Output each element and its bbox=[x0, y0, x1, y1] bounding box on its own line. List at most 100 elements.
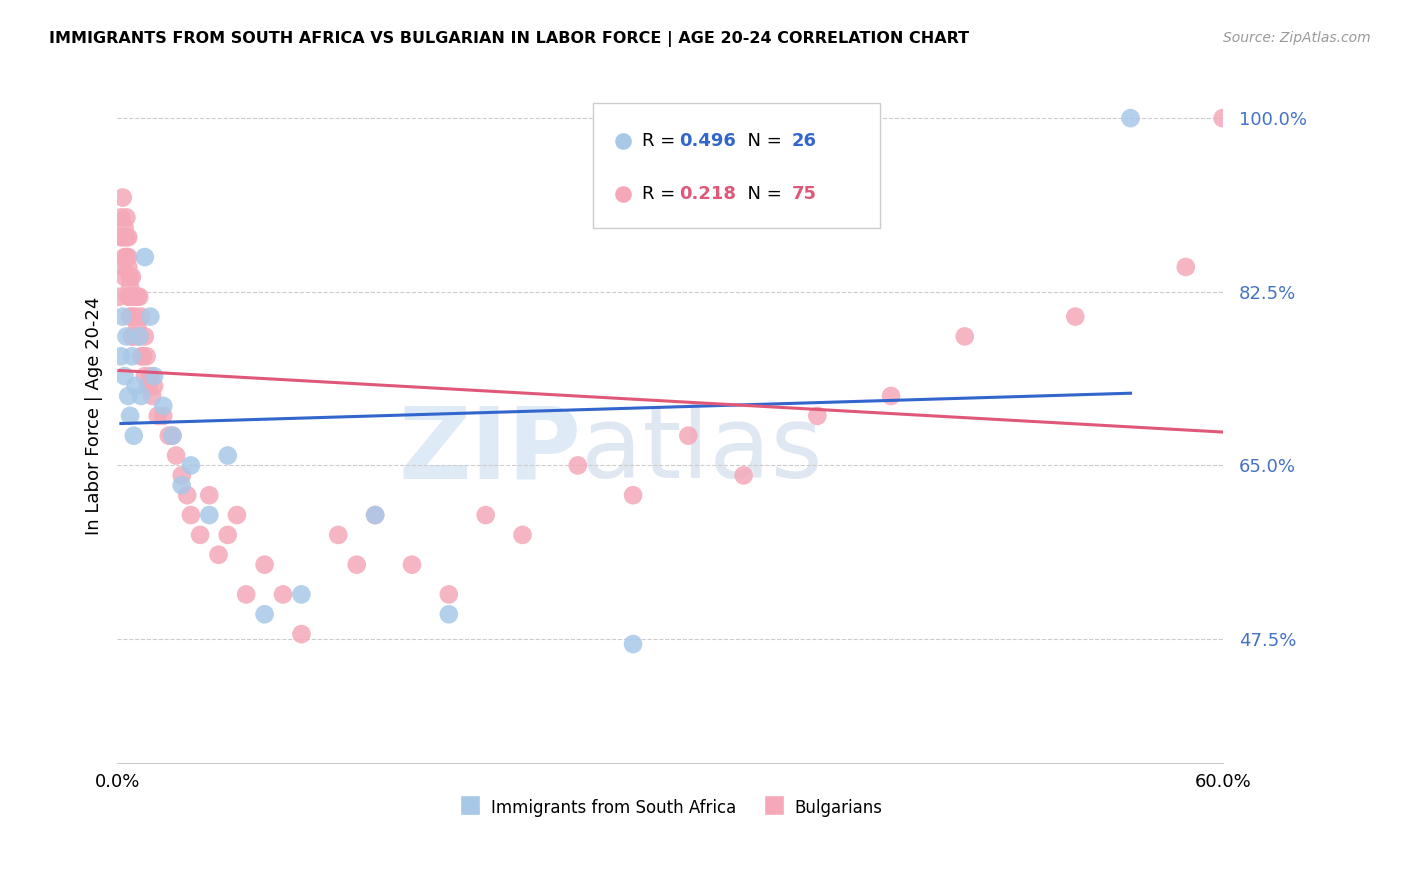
Point bbox=[170, 468, 193, 483]
Point bbox=[135, 349, 157, 363]
Point bbox=[139, 310, 162, 324]
Point bbox=[188, 528, 211, 542]
Point bbox=[1212, 111, 1234, 125]
Point bbox=[253, 607, 276, 622]
Point bbox=[122, 329, 145, 343]
Point bbox=[437, 587, 460, 601]
Point bbox=[512, 528, 534, 542]
Point bbox=[115, 329, 138, 343]
Point bbox=[134, 369, 156, 384]
Point bbox=[1064, 310, 1087, 324]
Point bbox=[114, 250, 136, 264]
Point bbox=[733, 468, 755, 483]
Point bbox=[128, 329, 150, 343]
Point bbox=[806, 409, 828, 423]
Point bbox=[152, 409, 174, 423]
Text: R =: R = bbox=[643, 185, 682, 202]
Point bbox=[115, 250, 138, 264]
Point bbox=[170, 478, 193, 492]
Point bbox=[346, 558, 368, 572]
Point bbox=[124, 379, 146, 393]
Point bbox=[217, 449, 239, 463]
Point bbox=[290, 627, 312, 641]
Point bbox=[115, 211, 138, 225]
Point bbox=[115, 230, 138, 244]
Point bbox=[139, 369, 162, 384]
Point bbox=[180, 508, 202, 522]
Point bbox=[117, 250, 139, 264]
Point bbox=[271, 587, 294, 601]
Point bbox=[129, 389, 152, 403]
Point bbox=[157, 428, 180, 442]
Text: 75: 75 bbox=[792, 185, 817, 202]
Text: ZIP: ZIP bbox=[399, 402, 582, 499]
Point bbox=[117, 290, 139, 304]
Text: N =: N = bbox=[737, 132, 787, 151]
Point bbox=[121, 269, 143, 284]
Point bbox=[143, 379, 166, 393]
Point bbox=[1119, 111, 1142, 125]
Point bbox=[120, 310, 142, 324]
Point bbox=[121, 349, 143, 363]
Point bbox=[364, 508, 387, 522]
Text: Source: ZipAtlas.com: Source: ZipAtlas.com bbox=[1223, 31, 1371, 45]
Point bbox=[1174, 260, 1197, 274]
Point bbox=[180, 458, 202, 473]
Point bbox=[117, 260, 139, 274]
Point bbox=[437, 607, 460, 622]
Text: R =: R = bbox=[643, 132, 682, 151]
Point bbox=[146, 409, 169, 423]
Point bbox=[165, 449, 187, 463]
Point bbox=[950, 290, 973, 304]
Point bbox=[129, 310, 152, 324]
Point bbox=[134, 250, 156, 264]
Point bbox=[108, 290, 131, 304]
Point bbox=[120, 409, 142, 423]
Point bbox=[880, 389, 903, 403]
Point bbox=[128, 329, 150, 343]
Y-axis label: In Labor Force | Age 20-24: In Labor Force | Age 20-24 bbox=[86, 297, 103, 535]
Point bbox=[121, 329, 143, 343]
Point bbox=[328, 528, 350, 542]
Point bbox=[127, 290, 149, 304]
Point bbox=[128, 290, 150, 304]
Point bbox=[120, 290, 142, 304]
Legend: Immigrants from South Africa, Bulgarians: Immigrants from South Africa, Bulgarians bbox=[451, 790, 889, 824]
Text: IMMIGRANTS FROM SOUTH AFRICA VS BULGARIAN IN LABOR FORCE | AGE 20-24 CORRELATION: IMMIGRANTS FROM SOUTH AFRICA VS BULGARIA… bbox=[49, 31, 969, 47]
Point bbox=[111, 310, 134, 324]
Point bbox=[253, 558, 276, 572]
Point bbox=[621, 637, 644, 651]
Point bbox=[474, 508, 496, 522]
Point bbox=[217, 528, 239, 542]
Point bbox=[143, 369, 166, 384]
FancyBboxPatch shape bbox=[592, 103, 880, 228]
Point bbox=[122, 290, 145, 304]
Point bbox=[132, 349, 155, 363]
Point bbox=[953, 329, 976, 343]
Point bbox=[124, 290, 146, 304]
Point bbox=[198, 488, 221, 502]
Point bbox=[110, 349, 132, 363]
Point bbox=[111, 190, 134, 204]
Point bbox=[138, 379, 160, 393]
Point bbox=[110, 211, 132, 225]
Point bbox=[129, 349, 152, 363]
Point bbox=[111, 230, 134, 244]
Point bbox=[114, 220, 136, 235]
Point bbox=[567, 458, 589, 473]
Point bbox=[122, 428, 145, 442]
Point bbox=[114, 369, 136, 384]
Point bbox=[235, 587, 257, 601]
Text: N =: N = bbox=[737, 185, 787, 202]
Point bbox=[124, 310, 146, 324]
Point bbox=[120, 269, 142, 284]
Point bbox=[678, 428, 700, 442]
Point bbox=[621, 488, 644, 502]
Point bbox=[198, 508, 221, 522]
Text: 0.218: 0.218 bbox=[679, 185, 735, 202]
Point bbox=[152, 399, 174, 413]
Point bbox=[114, 269, 136, 284]
Point bbox=[364, 508, 387, 522]
Point bbox=[117, 389, 139, 403]
Point bbox=[207, 548, 229, 562]
